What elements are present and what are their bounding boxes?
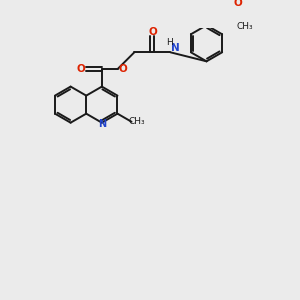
Text: CH₃: CH₃	[237, 22, 253, 31]
Text: CH₃: CH₃	[129, 117, 145, 126]
Text: O: O	[234, 0, 242, 8]
Text: N: N	[98, 118, 106, 129]
Text: O: O	[118, 64, 127, 74]
Text: O: O	[77, 64, 85, 74]
Text: N: N	[171, 43, 179, 53]
Text: H: H	[166, 38, 173, 47]
Text: O: O	[148, 27, 157, 37]
